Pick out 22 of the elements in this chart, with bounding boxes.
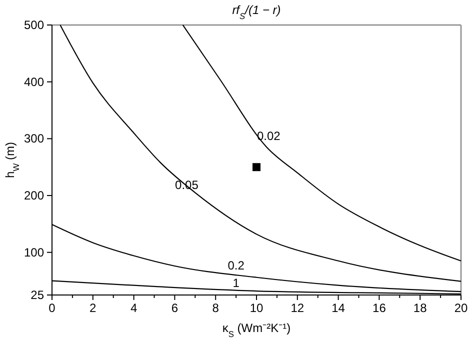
- x-tick-label: 12: [290, 301, 304, 315]
- x-tick-label: 18: [413, 301, 428, 315]
- y-tick-label: 400: [24, 74, 44, 89]
- x-tick-label: 4: [130, 301, 138, 315]
- x-tick-label: 16: [372, 301, 386, 315]
- x-tick-label: 0: [48, 301, 56, 315]
- x-tick-label: 2: [90, 301, 97, 315]
- x-tick-label: 14: [332, 301, 346, 315]
- x-tick-label: 6: [171, 301, 178, 315]
- x-tick-label: 10: [250, 301, 264, 315]
- x-tick-label: 20: [454, 301, 468, 315]
- y-tick-label: 300: [24, 132, 44, 146]
- x-tick-label: 8: [212, 301, 220, 315]
- y-tick-label: 500: [24, 18, 44, 32]
- series-label: 0.2: [228, 258, 245, 273]
- y-tick-label: 25: [30, 288, 44, 302]
- x-axis-title: κ$_{S}$ (Wm⁻²K⁻¹): [222, 321, 291, 339]
- series-label: 1: [232, 276, 240, 290]
- y-tick-label: 200: [24, 188, 44, 203]
- chart-title: rf$_{S}$/(1 − r): [232, 3, 281, 21]
- series-label: 0.02: [257, 129, 281, 144]
- y-tick-label: 100: [24, 245, 44, 260]
